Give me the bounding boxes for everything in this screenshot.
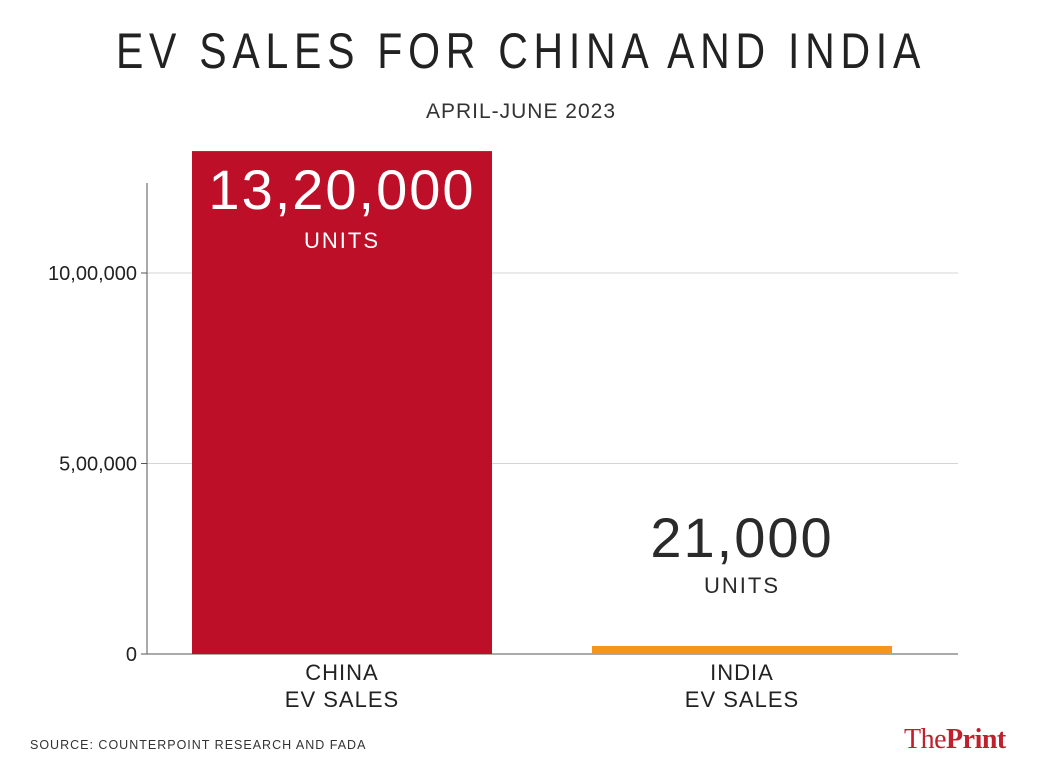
x-label-china-line2: EV SALES (285, 687, 399, 712)
data-label-value-china: 13,20,000 (208, 158, 475, 221)
data-label-unit-india: UNITS (704, 573, 780, 598)
x-label-india: INDIA (710, 660, 774, 685)
y-tick-label-0: 0 (126, 644, 137, 666)
bar-china (192, 151, 492, 654)
x-label-china: CHINA (305, 660, 378, 685)
source-note: SOURCE: COUNTERPOINT RESEARCH AND FADA (30, 738, 367, 752)
chart-subtitle: APRIL-JUNE 2023 (425, 100, 617, 123)
data-label-value-india: 21,000 (650, 506, 833, 569)
data-label-unit-china: UNITS (304, 228, 380, 253)
x-label-india-line2: EV SALES (685, 687, 799, 712)
theprint-logo: ThePrint (904, 724, 1006, 755)
bar-india (592, 645, 892, 654)
y-tick-label-1: 5,00,000 (59, 454, 137, 476)
chart-title: EV SALES FOR CHINA AND INDIA (115, 23, 927, 79)
y-tick-label-2: 10,00,000 (48, 263, 137, 285)
